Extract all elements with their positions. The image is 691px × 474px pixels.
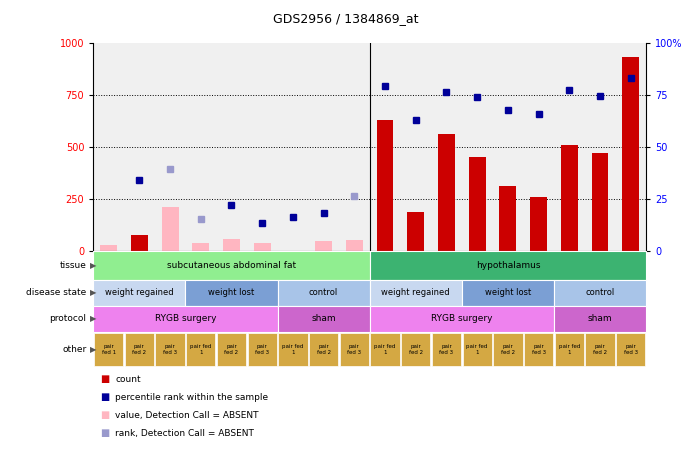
Bar: [162, 208, 178, 251]
Text: pair fed
1: pair fed 1: [282, 344, 303, 355]
Text: tissue: tissue: [59, 261, 86, 270]
Text: ▶: ▶: [90, 288, 96, 297]
Text: control: control: [585, 288, 614, 297]
Bar: [438, 135, 455, 251]
Text: pair
fed 1: pair fed 1: [102, 344, 115, 355]
Text: pair
fed 2: pair fed 2: [225, 344, 238, 355]
Text: pair
fed 3: pair fed 3: [624, 344, 638, 355]
Text: pair fed
1: pair fed 1: [375, 344, 396, 355]
Bar: [315, 241, 332, 251]
Text: RYGB surgery: RYGB surgery: [155, 314, 216, 323]
Bar: [500, 185, 516, 251]
Text: pair
fed 2: pair fed 2: [132, 344, 146, 355]
Text: pair fed
1: pair fed 1: [558, 344, 580, 355]
Text: pair
fed 3: pair fed 3: [255, 344, 269, 355]
Bar: [254, 243, 271, 251]
Text: ■: ■: [100, 374, 109, 384]
Text: ■: ■: [100, 428, 109, 438]
Text: pair
fed 2: pair fed 2: [316, 344, 331, 355]
Text: pair
fed 3: pair fed 3: [163, 344, 177, 355]
Bar: [530, 197, 547, 251]
Text: weight regained: weight regained: [105, 288, 173, 297]
Bar: [192, 243, 209, 251]
Text: pair fed
1: pair fed 1: [466, 344, 488, 355]
Bar: [407, 211, 424, 251]
Text: RYGB surgery: RYGB surgery: [431, 314, 493, 323]
Text: pair fed
1: pair fed 1: [190, 344, 211, 355]
Text: weight lost: weight lost: [209, 288, 254, 297]
Bar: [468, 157, 486, 251]
Text: pair
fed 2: pair fed 2: [593, 344, 607, 355]
Text: ▶: ▶: [90, 345, 96, 354]
Bar: [346, 240, 363, 251]
Text: weight regained: weight regained: [381, 288, 450, 297]
Text: rank, Detection Call = ABSENT: rank, Detection Call = ABSENT: [115, 429, 254, 438]
Bar: [377, 120, 393, 251]
Text: protocol: protocol: [49, 314, 86, 323]
Text: other: other: [62, 345, 86, 354]
Text: sham: sham: [312, 314, 336, 323]
Text: sham: sham: [588, 314, 612, 323]
Text: value, Detection Call = ABSENT: value, Detection Call = ABSENT: [115, 411, 259, 419]
Text: weight lost: weight lost: [485, 288, 531, 297]
Text: control: control: [309, 288, 338, 297]
Text: count: count: [115, 375, 141, 383]
Text: pair
fed 3: pair fed 3: [348, 344, 361, 355]
Text: GDS2956 / 1384869_at: GDS2956 / 1384869_at: [273, 12, 418, 26]
Text: pair
fed 2: pair fed 2: [501, 344, 515, 355]
Bar: [100, 245, 117, 251]
Bar: [561, 145, 578, 251]
Text: ■: ■: [100, 410, 109, 420]
Text: hypothalamus: hypothalamus: [475, 261, 540, 270]
Bar: [223, 239, 240, 251]
Text: ▶: ▶: [90, 261, 96, 270]
Text: pair
fed 2: pair fed 2: [408, 344, 423, 355]
Text: ▶: ▶: [90, 314, 96, 323]
Bar: [591, 153, 609, 251]
Text: subcutaneous abdominal fat: subcutaneous abdominal fat: [167, 261, 296, 270]
Text: pair
fed 3: pair fed 3: [531, 344, 546, 355]
Text: ■: ■: [100, 392, 109, 402]
Text: disease state: disease state: [26, 288, 86, 297]
Bar: [131, 235, 148, 251]
Text: pair
fed 3: pair fed 3: [439, 344, 453, 355]
Text: percentile rank within the sample: percentile rank within the sample: [115, 393, 269, 401]
Bar: [623, 57, 639, 251]
